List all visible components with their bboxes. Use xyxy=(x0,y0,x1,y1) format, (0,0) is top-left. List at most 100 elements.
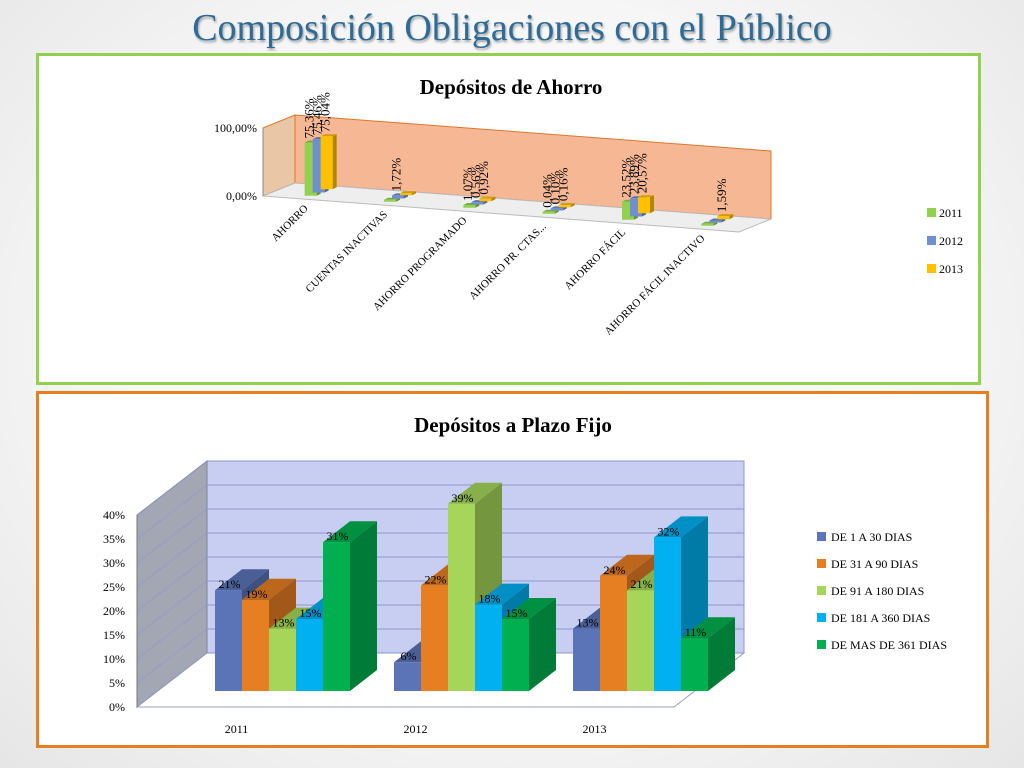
data-label: 24% xyxy=(604,563,626,577)
legend-label: DE 181 A 360 DIAS xyxy=(831,611,930,625)
bar-side xyxy=(650,195,654,214)
category-label: 2012 xyxy=(404,722,428,736)
bar xyxy=(600,575,627,691)
legend-swatch xyxy=(817,586,826,595)
bar xyxy=(627,590,654,691)
plazo-fijo-chart: Depósitos a Plazo Fijo 0% 5% 10% 15% 20% 25% 30… xyxy=(103,413,947,736)
chart-title: Depósitos de Ahorro xyxy=(420,75,603,99)
bar-side xyxy=(350,521,377,691)
data-label: 19% xyxy=(246,587,268,601)
data-label: 18% xyxy=(479,592,501,606)
category-label: AHORRO PROGRAMADO xyxy=(371,215,470,314)
bar xyxy=(550,208,563,211)
y-tick-label: 100,00% xyxy=(214,121,257,135)
bar xyxy=(558,205,571,208)
bar xyxy=(654,537,681,691)
bar xyxy=(242,599,269,691)
y-tick-label: 20% xyxy=(103,604,125,618)
data-label: 32% xyxy=(658,524,680,538)
y-tick-label: 0,00% xyxy=(226,189,257,203)
legend-swatch xyxy=(817,559,826,568)
bar xyxy=(296,619,323,691)
ahorro-chart: Depósitos de Ahorro 0,00% 100,00% 75,36%75,… xyxy=(214,75,963,338)
y-tick-label: 5% xyxy=(109,676,125,690)
data-label: 0,92% xyxy=(476,161,491,195)
floor xyxy=(262,182,772,233)
data-label: 23,89% xyxy=(627,154,642,194)
y-tick-label: 40% xyxy=(103,508,125,522)
slide-title: Composición Obligaciones con el Público xyxy=(192,7,832,49)
data-label: 11% xyxy=(685,625,707,639)
data-label: 0,04% xyxy=(539,174,554,208)
legend-label: DE MAS DE 361 DIAS xyxy=(831,638,947,652)
data-label: 75,46% xyxy=(309,95,324,135)
gridline-side xyxy=(136,532,208,588)
bar-top xyxy=(502,598,556,619)
data-label: 6% xyxy=(401,649,417,663)
legend-swatch xyxy=(817,613,826,622)
bar-side xyxy=(491,196,496,202)
bar xyxy=(421,585,448,691)
bar xyxy=(479,198,492,202)
bar-side xyxy=(570,203,575,208)
data-label: 1,07% xyxy=(460,167,475,201)
bar-top xyxy=(600,554,654,576)
bar xyxy=(394,662,421,691)
category-label: AHORRO FÁCIL xyxy=(562,226,628,292)
bar-top xyxy=(638,195,654,198)
data-label: 13% xyxy=(273,616,295,630)
bar-top xyxy=(681,617,735,639)
legend-label: 2011 xyxy=(939,206,963,220)
data-label: 75,04% xyxy=(317,92,332,132)
data-label: 0,56% xyxy=(468,164,483,198)
legend-label: DE 31 A 90 DIAS xyxy=(831,557,918,571)
data-label: 39% xyxy=(452,491,474,505)
y-tick-label: 35% xyxy=(103,532,125,546)
y-tick-label: 10% xyxy=(103,652,125,666)
bar-top xyxy=(320,134,337,137)
legend-swatch xyxy=(817,640,826,649)
ahorro-chart-panel: Depósitos de Ahorro 0,00% 100,00% 75,36% 75,… xyxy=(36,53,981,385)
data-label: 21% xyxy=(219,577,241,591)
bar xyxy=(448,503,475,691)
legend-label: 2013 xyxy=(939,262,963,276)
bar-top xyxy=(448,482,502,504)
bar xyxy=(475,604,502,691)
gridline-side xyxy=(136,628,208,684)
chart-title: Depósitos a Plazo Fijo xyxy=(414,413,612,437)
y-tick-label: 0% xyxy=(109,700,125,714)
legend-label: DE 91 A 180 DIAS xyxy=(831,584,924,598)
bar xyxy=(709,220,722,223)
gridline-side xyxy=(136,484,208,540)
bar xyxy=(573,628,600,691)
bar-side xyxy=(729,214,734,220)
data-label: 0,10% xyxy=(547,171,562,205)
bar-top xyxy=(479,196,496,199)
bar xyxy=(502,619,529,691)
legend-swatch xyxy=(817,532,826,541)
category-label: AHORRO PR. CTAS... xyxy=(467,220,549,302)
data-label: 75,36% xyxy=(301,98,316,138)
bar xyxy=(400,193,412,196)
gridline-side xyxy=(136,580,208,636)
bar xyxy=(384,199,396,202)
y-tick-label: 30% xyxy=(103,556,125,570)
gridline-side xyxy=(136,604,208,660)
bar xyxy=(392,195,404,199)
category-label: AHORRO FÁCIL INACTIVO xyxy=(602,233,707,338)
legend-swatch xyxy=(927,264,936,273)
bar-top xyxy=(475,583,529,605)
bar xyxy=(320,136,333,190)
data-label: 31% xyxy=(327,529,349,543)
data-label: 23,52% xyxy=(619,158,634,198)
bar-side xyxy=(412,191,416,196)
bar-top xyxy=(400,191,416,194)
plazo-fijo-chart-panel: Depósitos a Plazo Fijo 0% 5% 10% 15% 20% 25% 30… xyxy=(36,391,989,748)
data-label: 15% xyxy=(300,606,322,620)
bar-top xyxy=(717,214,734,217)
bar xyxy=(542,211,555,214)
bar xyxy=(681,638,708,691)
bar xyxy=(717,216,730,220)
bar-side xyxy=(529,598,556,691)
legend-label: DE 1 A 30 DIAS xyxy=(831,530,912,544)
